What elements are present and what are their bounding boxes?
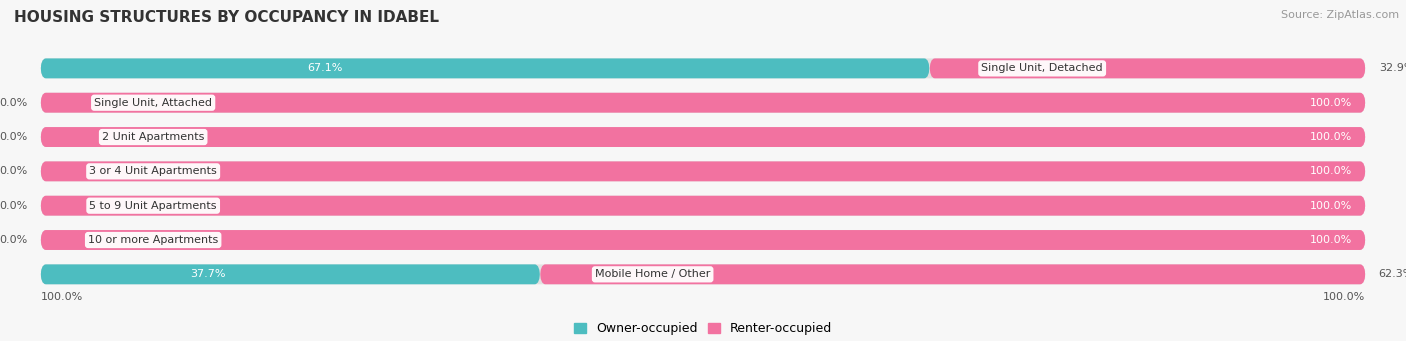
Text: Single Unit, Attached: Single Unit, Attached bbox=[94, 98, 212, 108]
Text: 100.0%: 100.0% bbox=[1310, 201, 1353, 211]
FancyBboxPatch shape bbox=[41, 127, 1365, 147]
Text: Source: ZipAtlas.com: Source: ZipAtlas.com bbox=[1281, 10, 1399, 20]
Text: 100.0%: 100.0% bbox=[1310, 235, 1353, 245]
Text: 100.0%: 100.0% bbox=[1310, 166, 1353, 176]
FancyBboxPatch shape bbox=[929, 58, 1365, 78]
FancyBboxPatch shape bbox=[41, 58, 929, 78]
Text: 0.0%: 0.0% bbox=[0, 201, 27, 211]
Text: 0.0%: 0.0% bbox=[0, 166, 27, 176]
FancyBboxPatch shape bbox=[41, 230, 1365, 250]
Text: 100.0%: 100.0% bbox=[1323, 292, 1365, 302]
Text: 2 Unit Apartments: 2 Unit Apartments bbox=[103, 132, 204, 142]
Text: 62.3%: 62.3% bbox=[1379, 269, 1406, 279]
Text: 37.7%: 37.7% bbox=[190, 269, 226, 279]
Text: 0.0%: 0.0% bbox=[0, 235, 27, 245]
Legend: Owner-occupied, Renter-occupied: Owner-occupied, Renter-occupied bbox=[568, 317, 838, 340]
Text: Single Unit, Detached: Single Unit, Detached bbox=[981, 63, 1102, 73]
FancyBboxPatch shape bbox=[540, 264, 1365, 284]
FancyBboxPatch shape bbox=[41, 93, 1365, 113]
Text: 5 to 9 Unit Apartments: 5 to 9 Unit Apartments bbox=[90, 201, 217, 211]
FancyBboxPatch shape bbox=[41, 264, 1365, 284]
Text: 100.0%: 100.0% bbox=[1310, 132, 1353, 142]
Text: 10 or more Apartments: 10 or more Apartments bbox=[89, 235, 218, 245]
FancyBboxPatch shape bbox=[41, 196, 1365, 216]
FancyBboxPatch shape bbox=[41, 161, 1365, 181]
Text: 0.0%: 0.0% bbox=[0, 132, 27, 142]
Text: 3 or 4 Unit Apartments: 3 or 4 Unit Apartments bbox=[90, 166, 217, 176]
FancyBboxPatch shape bbox=[41, 161, 1365, 181]
Text: 32.9%: 32.9% bbox=[1379, 63, 1406, 73]
FancyBboxPatch shape bbox=[41, 58, 1365, 78]
Text: 0.0%: 0.0% bbox=[0, 98, 27, 108]
FancyBboxPatch shape bbox=[41, 127, 1365, 147]
FancyBboxPatch shape bbox=[41, 264, 540, 284]
Text: HOUSING STRUCTURES BY OCCUPANCY IN IDABEL: HOUSING STRUCTURES BY OCCUPANCY IN IDABE… bbox=[14, 10, 439, 25]
Text: Mobile Home / Other: Mobile Home / Other bbox=[595, 269, 710, 279]
Text: 67.1%: 67.1% bbox=[308, 63, 343, 73]
FancyBboxPatch shape bbox=[41, 93, 1365, 113]
Text: 100.0%: 100.0% bbox=[1310, 98, 1353, 108]
FancyBboxPatch shape bbox=[41, 230, 1365, 250]
FancyBboxPatch shape bbox=[41, 196, 1365, 216]
Text: 100.0%: 100.0% bbox=[41, 292, 83, 302]
